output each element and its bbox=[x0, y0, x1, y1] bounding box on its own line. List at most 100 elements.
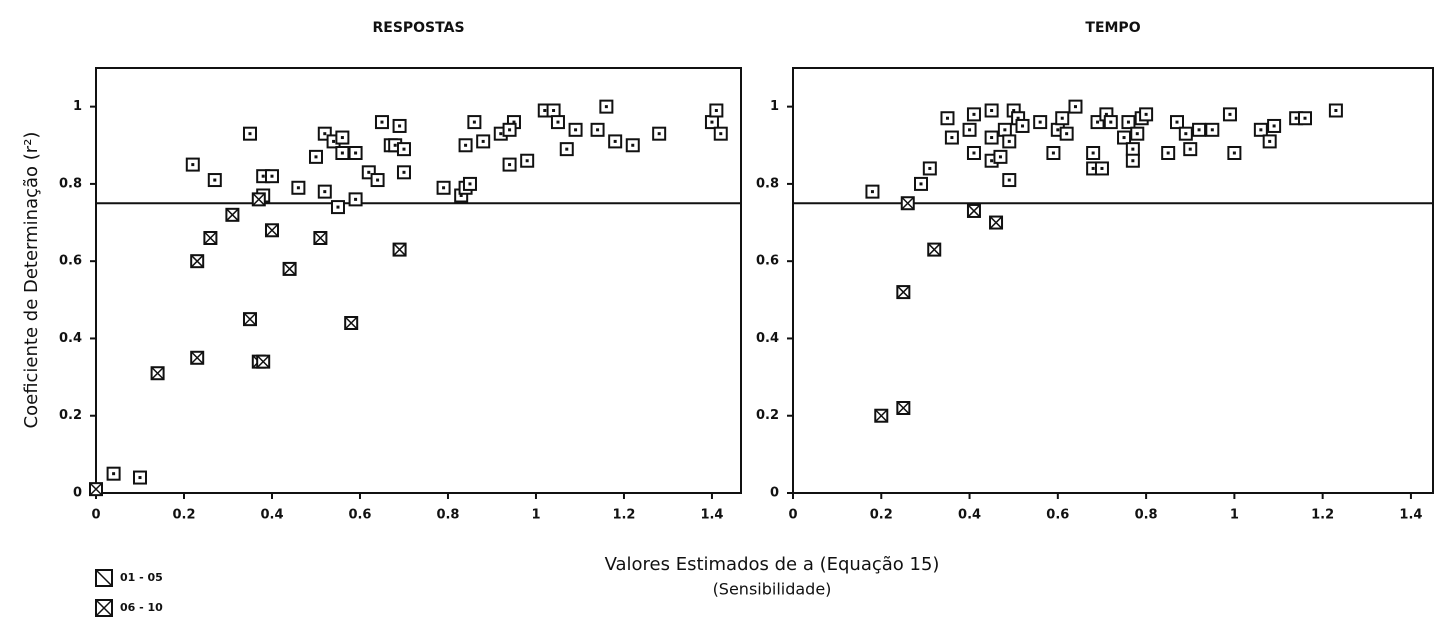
marker-dot bbox=[919, 182, 923, 186]
marker-dot bbox=[968, 128, 972, 132]
marker-dot bbox=[472, 120, 476, 124]
marker-dot bbox=[323, 190, 327, 194]
point bbox=[1046, 146, 1061, 160]
point bbox=[225, 207, 240, 222]
marker-dot bbox=[990, 159, 994, 163]
marker-dot bbox=[261, 174, 265, 178]
point bbox=[1170, 115, 1184, 130]
marker-dot bbox=[870, 190, 874, 194]
point bbox=[1130, 126, 1145, 141]
marker-dot bbox=[1104, 112, 1108, 116]
marker-dot bbox=[972, 112, 976, 116]
marker-dot bbox=[525, 159, 529, 163]
point bbox=[546, 103, 561, 118]
point bbox=[1125, 142, 1140, 157]
point bbox=[256, 354, 271, 369]
marker-dot bbox=[950, 136, 954, 140]
point bbox=[291, 180, 306, 195]
marker-slash bbox=[252, 192, 266, 206]
legend-item: 01 - 05 bbox=[95, 569, 163, 587]
point bbox=[1125, 153, 1140, 168]
marker-dot bbox=[1021, 124, 1025, 128]
y-tick-label: 0.4 bbox=[756, 331, 779, 346]
y-axis-label: Coeficiente de Determinação (r²) bbox=[21, 132, 42, 429]
marker-dot bbox=[990, 136, 994, 140]
x-axis-sublabel: (Sensibilidade) bbox=[713, 580, 832, 599]
point bbox=[997, 122, 1012, 137]
x-tick-label: 0.2 bbox=[172, 508, 195, 523]
point bbox=[502, 157, 517, 172]
marker-dot bbox=[1007, 139, 1011, 143]
point bbox=[1002, 134, 1017, 149]
marker-dot bbox=[508, 163, 512, 167]
marker-dot bbox=[556, 120, 560, 124]
point bbox=[1192, 122, 1207, 137]
marker-dot bbox=[657, 132, 661, 136]
marker-slash bbox=[927, 243, 941, 257]
point bbox=[590, 122, 605, 137]
marker-dot bbox=[112, 472, 116, 476]
legend-item: 06 - 10 bbox=[95, 599, 163, 617]
marker-dot bbox=[213, 178, 217, 182]
x-tick-label: 1 bbox=[531, 508, 540, 523]
x-tick-label: 0.4 bbox=[958, 508, 981, 523]
y-tick-label: 0 bbox=[770, 486, 779, 501]
marker-dot bbox=[1259, 128, 1263, 132]
point bbox=[966, 203, 981, 218]
point bbox=[392, 118, 407, 133]
marker-slash bbox=[967, 204, 981, 218]
marker-slash bbox=[151, 366, 165, 380]
x-tick-label: 0.4 bbox=[260, 508, 283, 523]
point bbox=[348, 146, 363, 160]
point bbox=[1328, 103, 1343, 118]
point bbox=[203, 231, 218, 245]
marker-slash bbox=[190, 254, 204, 268]
y-tick-label: 0.4 bbox=[59, 331, 82, 346]
marker-dot bbox=[191, 163, 195, 167]
point bbox=[984, 130, 999, 145]
point bbox=[282, 261, 297, 276]
marker-dot bbox=[1272, 124, 1276, 128]
point bbox=[317, 184, 332, 199]
marker-dot bbox=[998, 155, 1002, 159]
point bbox=[242, 312, 257, 327]
marker-slash bbox=[344, 316, 358, 330]
marker-dot bbox=[565, 147, 569, 151]
x-tick-label: 0.8 bbox=[1135, 508, 1158, 523]
marker-slash bbox=[265, 223, 279, 237]
marker-dot bbox=[442, 186, 446, 190]
point bbox=[344, 316, 359, 330]
marker-dot bbox=[631, 143, 635, 147]
marker-dot bbox=[314, 155, 318, 159]
marker-dot bbox=[1065, 132, 1069, 136]
point bbox=[1121, 115, 1136, 130]
marker-dot bbox=[1184, 132, 1188, 136]
marker-slash bbox=[989, 216, 1003, 230]
legend-label: 01 - 05 bbox=[120, 571, 163, 584]
point bbox=[1086, 146, 1101, 160]
point bbox=[89, 482, 103, 497]
marker-slash bbox=[95, 599, 113, 617]
point bbox=[896, 401, 911, 415]
plot-frame bbox=[792, 67, 1434, 494]
marker-dot bbox=[710, 120, 714, 124]
marker-slash bbox=[283, 262, 297, 276]
marker-dot bbox=[367, 170, 371, 174]
marker-dot bbox=[380, 120, 384, 124]
y-tick-label: 1 bbox=[73, 99, 82, 114]
marker-dot bbox=[1091, 166, 1095, 170]
point bbox=[914, 176, 928, 191]
marker-dot bbox=[552, 109, 556, 112]
point bbox=[396, 142, 411, 157]
point bbox=[568, 122, 583, 137]
point bbox=[922, 161, 937, 176]
marker-dot bbox=[402, 170, 406, 174]
x-tick-label: 0 bbox=[788, 508, 797, 523]
marker-dot bbox=[1210, 128, 1214, 132]
point bbox=[1002, 173, 1017, 188]
marker-dot bbox=[990, 109, 994, 112]
marker-slash bbox=[896, 285, 910, 299]
marker-dot bbox=[1122, 136, 1126, 140]
marker-dot bbox=[719, 132, 723, 136]
